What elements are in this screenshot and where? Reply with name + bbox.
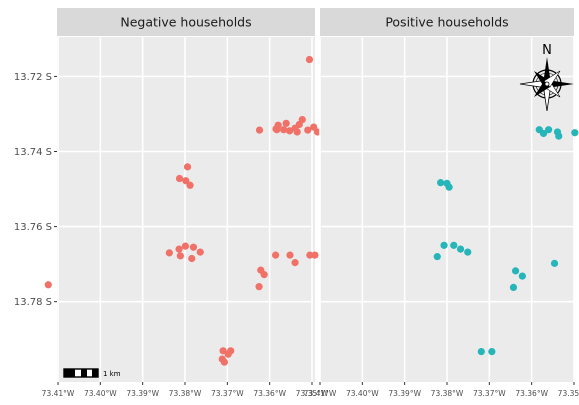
household-point [219,347,227,355]
scale-bar: 1 km [63,368,121,378]
household-point [181,242,190,250]
household-point [550,259,559,267]
x-tick-label: 73.40°W [346,389,379,398]
household-point [555,132,563,140]
north-label: N [542,43,552,58]
household-point [311,251,319,259]
panel-area-negative [57,37,315,382]
x-axis-negative: 73.41°W 73.40°W 73.39°W 73.38°W 73.37°W 73.36… [42,382,329,398]
household-point [477,347,485,356]
household-point [165,249,173,257]
x-tick-label: 73.37°W [211,389,244,398]
household-point [291,259,299,267]
scale-bar-label: 1 km [103,370,121,378]
gridlines-negative [57,37,313,382]
household-point [286,251,294,259]
household-point [291,124,299,132]
household-point [176,252,184,260]
x-tick-label: 73.40°W [84,389,117,398]
x-tick-label: 73.41°W [304,389,337,398]
x-tick-label: 73.35°W [296,389,329,398]
panel-title-negative: Negative households [120,15,251,30]
household-point [445,183,453,191]
household-point [189,243,198,251]
y-tick-label: 13.78 S [14,297,52,308]
household-point [186,181,194,189]
household-point [175,245,183,253]
household-point [282,119,290,127]
household-point [488,347,496,356]
scale-bar-segment-1 [64,369,75,377]
x-tick-label: 73.36°W [515,389,548,398]
scale-bar-segment-2 [81,369,87,377]
household-point [220,358,228,366]
x-tick-label: 73.39°W [388,389,421,398]
north-arrow-icon: N [519,43,574,112]
household-point [304,126,312,134]
x-tick-label: 73.38°W [431,389,464,398]
x-tick-label: 73.37°W [473,389,506,398]
y-tick-label: 13.74 S [14,147,52,158]
household-point [285,127,294,135]
household-point [545,126,553,134]
x-tick-label: 73.35°W [558,389,579,398]
household-point [310,123,318,131]
household-point [273,126,281,134]
household-point [255,283,263,291]
household-point [175,174,184,183]
household-point [440,241,448,249]
household-point [305,55,314,64]
household-point [280,126,288,134]
household-point [511,267,520,275]
scale-bar-segment-3 [92,369,98,377]
household-point [188,254,196,263]
household-point [437,179,445,187]
panel-negative: Negative households [44,8,354,382]
household-point [44,281,52,289]
x-tick-label: 73.39°W [126,389,159,398]
x-tick-label: 73.41°W [42,389,75,398]
household-point [183,163,192,171]
x-axis-positive: 73.41°W 73.40°W 73.39°W 73.38°W 73.37°W 73.36… [304,382,579,398]
household-point [182,177,190,185]
household-point [518,272,526,280]
household-point [306,251,314,259]
panel-title-positive: Positive households [385,15,508,30]
household-point [571,129,579,137]
panel-positive: Positive households [319,8,579,382]
y-tick-label: 13.76 S [14,222,52,233]
household-point [539,129,548,138]
household-point [509,283,518,291]
points-positive [433,126,579,356]
panel-strip-positive [320,8,574,36]
household-point [255,126,264,134]
y-tick-label: 13.72 S [14,72,52,83]
household-point [271,251,280,259]
household-point [456,245,465,253]
household-point [450,241,458,249]
x-tick-label: 73.36°W [253,389,286,398]
household-point [196,248,204,256]
household-point [464,248,472,256]
points-negative [44,55,354,366]
household-point [224,350,232,358]
panel-strip-negative [57,8,315,36]
household-point [433,253,441,261]
y-axis: 13.72 S 13.74 S 13.76 S 13.78 S [14,72,57,308]
x-tick-label: 73.38°W [169,389,202,398]
gridlines-positive [319,37,575,382]
household-point [260,271,268,279]
